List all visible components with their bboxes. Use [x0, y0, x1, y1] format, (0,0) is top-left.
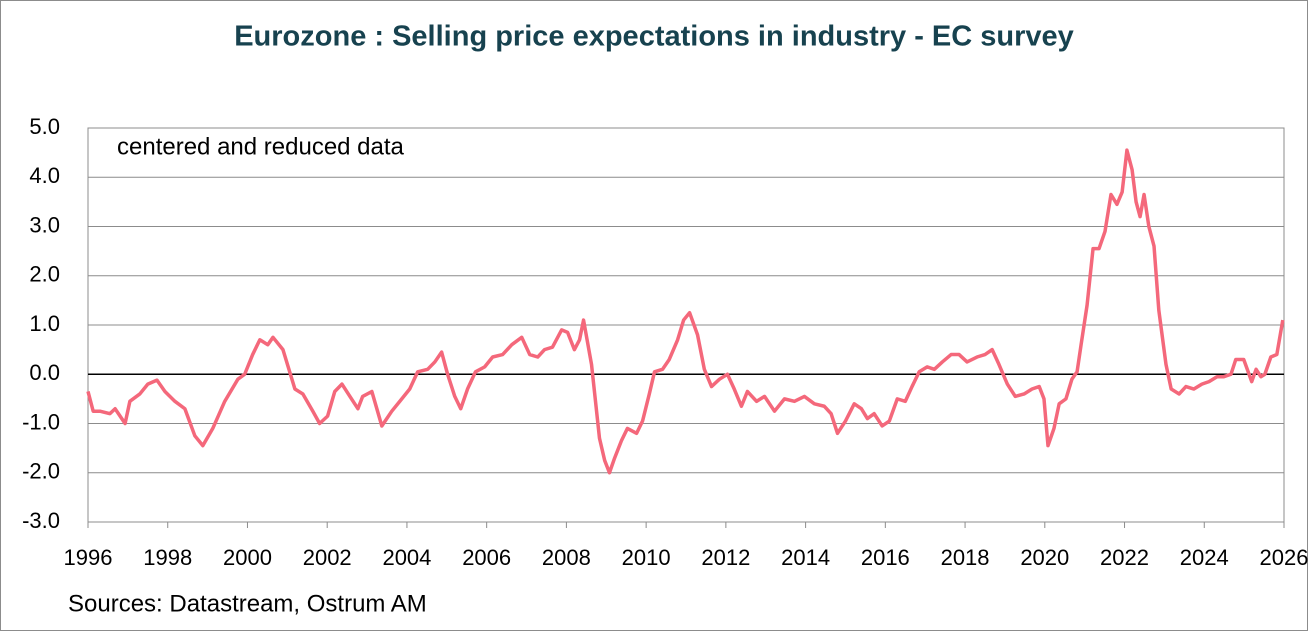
y-tick-label: -1.0: [22, 409, 60, 434]
y-tick-label: 5.0: [29, 114, 60, 139]
x-tick-label: 2004: [382, 545, 431, 570]
x-tick-label: 2026: [1260, 545, 1308, 570]
x-tick-label: 2014: [781, 545, 830, 570]
x-tick-label: 2010: [622, 545, 671, 570]
y-tick-label: -3.0: [22, 508, 60, 533]
y-tick-label: 1.0: [29, 311, 60, 336]
data-line: [86, 148, 1285, 475]
x-tick-label: 2024: [1180, 545, 1229, 570]
y-tick-label: 3.0: [29, 212, 60, 237]
x-tick-label: 2008: [542, 545, 591, 570]
x-tick-label: 2018: [941, 545, 990, 570]
x-tick-label: 2000: [223, 545, 272, 570]
y-tick-label: 2.0: [29, 262, 60, 287]
chart-title: Eurozone : Selling price expectations in…: [234, 21, 1074, 53]
x-tick-label: 2022: [1100, 545, 1149, 570]
x-tick-label: 2002: [303, 545, 352, 570]
annotation: centered and reduced data: [117, 133, 405, 160]
x-tick-label: 2016: [861, 545, 910, 570]
y-tick-label: -2.0: [22, 459, 60, 484]
source-note: Sources: Datastream, Ostrum AM: [68, 590, 427, 617]
x-tick-label: 2006: [462, 545, 511, 570]
x-tick-label: 1996: [64, 545, 113, 570]
x-tick-label: 1998: [143, 545, 192, 570]
x-tick-label: 2020: [1020, 545, 1069, 570]
y-tick-label: 0.0: [29, 360, 60, 385]
x-tick-label: 2012: [701, 545, 750, 570]
y-tick-label: 4.0: [29, 163, 60, 188]
